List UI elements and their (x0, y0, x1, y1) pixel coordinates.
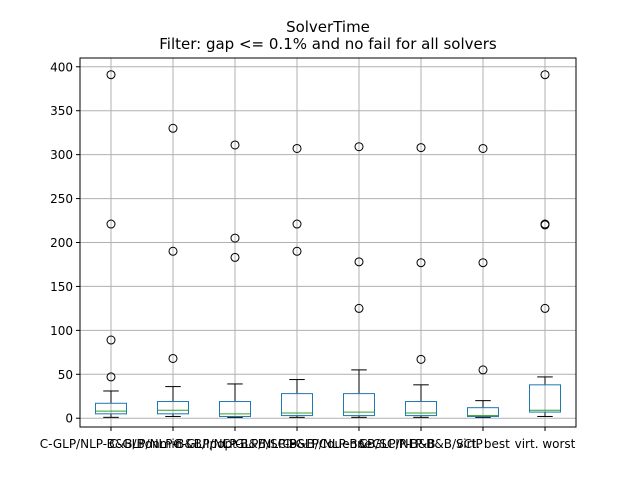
box (157, 401, 189, 415)
box-group (281, 143, 313, 418)
box (219, 401, 251, 417)
x-axis: C-GLP/NLP-B&B/BonminC-GLP/NLP-B&B/IpoptC… (40, 427, 576, 451)
outlier-point (416, 354, 426, 364)
box (343, 393, 375, 417)
y-tick-label: 400 (50, 60, 73, 74)
boxes (95, 70, 561, 418)
box (467, 407, 499, 417)
chart-subtitle: Filter: gap <= 0.1% and no fail for all … (159, 35, 497, 53)
x-tick-label: virt. best (456, 437, 510, 451)
y-tick-label: 50 (58, 368, 73, 382)
outlier-point (354, 303, 364, 313)
outlier-point (416, 258, 426, 268)
outlier-point (478, 365, 488, 375)
outlier-point (540, 219, 550, 229)
outlier-point (354, 257, 364, 267)
y-axis: 0 50 100 150 200 250 300 350 400 (50, 60, 80, 426)
box-group (405, 143, 437, 418)
x-tick-label: C-GLP/NLP-B&B/SCIP (359, 437, 483, 451)
outlier-point (106, 219, 116, 229)
outlier-point (540, 70, 550, 80)
x-tick-label: virt. worst (515, 437, 576, 451)
outlier-point (416, 143, 426, 153)
plot-frame (79, 57, 577, 428)
outlier-point (230, 252, 240, 262)
box (529, 384, 561, 413)
outlier-point (168, 353, 178, 363)
outlier-point (106, 372, 116, 382)
outlier-point (540, 303, 550, 313)
outlier-point (230, 140, 240, 150)
y-tick-label: 0 (65, 412, 73, 426)
y-tick-label: 250 (50, 192, 73, 206)
outlier-point (106, 335, 116, 345)
box-group (95, 70, 127, 418)
outlier-point (168, 123, 178, 133)
y-tick-label: 300 (50, 148, 73, 162)
outlier-point (168, 246, 178, 256)
outlier-point (292, 219, 302, 229)
box-group (529, 70, 561, 417)
y-tick-label: 200 (50, 236, 73, 250)
y-tick-label: 100 (50, 324, 73, 338)
y-tick-label: 150 (50, 280, 73, 294)
outlier-point (106, 70, 116, 80)
box (281, 393, 313, 417)
x-tick-label: C-GLP/NLP-B&B/Couenne (222, 437, 372, 451)
box (95, 402, 127, 415)
box (405, 401, 437, 417)
grid-lines (80, 58, 576, 427)
box-group (219, 140, 251, 418)
chart-title: SolverTime (286, 18, 370, 36)
x-tick-label: C-GLP/NLP-B&B/SCIP (173, 437, 297, 451)
outlier-point (230, 233, 240, 243)
outlier-point (292, 246, 302, 256)
y-tick-label: 350 (50, 104, 73, 118)
outlier-point (478, 143, 488, 153)
box-group (467, 143, 499, 418)
outlier-point (354, 142, 364, 152)
x-tick-label: C-GLP/NLP-B&B/Bonmin (40, 437, 183, 451)
outlier-point (292, 143, 302, 153)
box-group (157, 123, 189, 417)
x-tick-label: C-GLP/NLP-B&B/Ipopt (109, 437, 237, 451)
box-group (343, 142, 375, 418)
x-tick-label: C-GLP/NLP-B&B/SCIP-B&B (282, 437, 435, 451)
outlier-point (478, 258, 488, 268)
